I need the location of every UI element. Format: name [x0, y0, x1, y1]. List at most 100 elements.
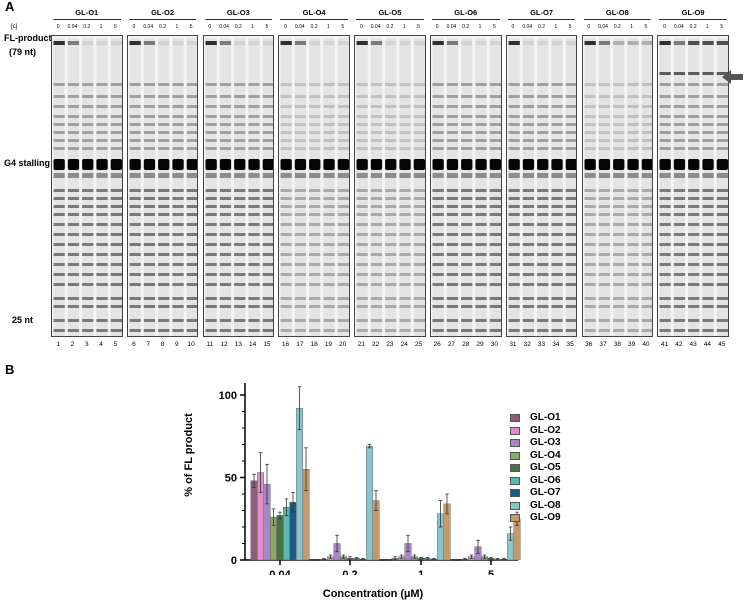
gel-lane-number: 22 [372, 341, 380, 348]
gel-conc-label: 0 [359, 24, 363, 30]
gel-lane-number: 28 [462, 341, 470, 348]
legend-swatch [510, 501, 520, 510]
gel-lane-number: 35 [566, 341, 574, 348]
y-tick-label: 100 [219, 390, 237, 402]
panel-b-letter: B [5, 362, 15, 377]
conc-key-label: [c] [11, 24, 18, 30]
gel-conc-label: 1 [251, 24, 255, 30]
gel-conc-label: 0.04 [294, 24, 305, 30]
gel-lane-number: 27 [447, 341, 456, 348]
gel-lane-number: 29 [476, 341, 484, 348]
gel-lane-number: 25 [414, 341, 423, 348]
gel-group-underline [432, 19, 500, 20]
gel-conc-label: 0 [208, 24, 212, 30]
legend-swatch [510, 476, 520, 485]
bar [250, 480, 258, 561]
gel-lane-number: 12 [220, 341, 228, 348]
gel-lane-number: 16 [281, 341, 290, 348]
gel-conc-label: 0.2 [613, 24, 621, 30]
gel-conc-label: 5 [265, 24, 269, 30]
gel-group-underline [583, 19, 652, 20]
gel-lane-number: 6 [132, 341, 136, 348]
legend-label: GL-O9 [530, 512, 561, 523]
y-axis-label: % of FL product [183, 413, 195, 497]
gel-conc-label: 1 [175, 24, 179, 30]
bar-chart: 0 50 100 0.04 0.2 1 5 [219, 383, 521, 575]
gel-conc-label: 0 [284, 24, 287, 30]
gel-group-title: GL-O9 [681, 8, 705, 17]
gel-group-title: GL-O8 [605, 8, 629, 17]
gel-conc-label: 0.2 [689, 24, 697, 30]
gel-lane-number: 26 [433, 341, 441, 348]
legend-label: GL-O1 [530, 412, 561, 423]
gel-lane-number: 23 [386, 341, 394, 348]
legend-swatch [510, 514, 520, 522]
legend-swatch [510, 426, 520, 435]
gel-group-title: GL-O5 [378, 8, 402, 17]
gel-conc-label: 5 [113, 24, 117, 30]
x-tick-label: 5 [488, 569, 494, 575]
bar [366, 445, 373, 561]
gel-image [202, 35, 275, 337]
gel-conc-label: 0.04 [219, 24, 229, 30]
gel-lane-number: 18 [310, 341, 318, 348]
gel-image [51, 35, 123, 337]
gel-image [505, 35, 578, 337]
gel-lane-number: 31 [509, 341, 517, 348]
y-tick-label: 0 [231, 555, 237, 567]
gel-conc-label: 0.2 [159, 24, 167, 30]
fl-nt-label: (79 nt) [9, 47, 36, 57]
gel-conc-label: 5 [417, 24, 420, 30]
gel-lane-number: 13 [234, 341, 242, 348]
gel-lane-number: 21 [357, 341, 365, 348]
gel-lane-number: 8 [160, 341, 165, 348]
gel-group-underline [507, 19, 576, 20]
gel-lane-number: 4 [99, 341, 103, 348]
gel-conc-label: 0.2 [386, 24, 394, 30]
gel-conc-label: 0.2 [83, 24, 91, 30]
gel-lane-number: 37 [599, 341, 607, 348]
gel-lane-number: 40 [642, 341, 650, 348]
gel-lane-number: 15 [263, 341, 271, 348]
gel-lane-number: 34 [552, 341, 560, 348]
gel-conc-label: 1 [554, 24, 558, 30]
gel-conc-label: 0.2 [462, 24, 470, 30]
legend-label: GL-O7 [530, 487, 561, 498]
gel-lane-number: 20 [339, 341, 347, 348]
gel-conc-label: 0.2 [310, 24, 318, 30]
gel-conc-label: 0 [56, 24, 60, 30]
gel-lane-number: 5 [113, 341, 118, 348]
gel-conc-label: 0.04 [143, 24, 154, 30]
gel-image [126, 35, 199, 337]
gel-conc-label: 5 [341, 24, 345, 30]
gel-image [278, 35, 350, 337]
gel-group-underline [204, 19, 273, 20]
legend-swatch [510, 451, 520, 460]
gel-group-title: GL-O1 [75, 8, 99, 17]
gel-group-underline [659, 19, 727, 20]
nt25-label: 25 nt [12, 315, 34, 325]
gel-conc-label: 1 [706, 24, 709, 30]
gel-conc-label: 0.04 [67, 24, 78, 30]
legend-swatch [510, 489, 520, 497]
gel-group-underline [280, 19, 348, 20]
legend-label: GL-O3 [530, 437, 561, 448]
gel-lane-number: 30 [490, 341, 498, 348]
gel-image [657, 35, 729, 337]
panel-a-letter: A [5, 0, 15, 14]
gel-lane-number: 38 [613, 341, 621, 348]
gel-lane-number: 44 [703, 341, 712, 348]
gel-conc-label: 1 [630, 24, 634, 30]
bar [276, 515, 284, 561]
gel-group-underline [356, 19, 424, 20]
gel-image [354, 35, 426, 337]
legend-swatch [510, 439, 520, 447]
gel-lane-number: 43 [689, 341, 697, 348]
gel-conc-label: 1 [327, 24, 330, 30]
fl-product-label: FL-product [4, 33, 52, 43]
gel-conc-label: 0 [663, 24, 666, 30]
gel-lane-number: 11 [206, 341, 214, 348]
legend-label: GL-O6 [530, 474, 561, 486]
gel-lane-number: 39 [628, 341, 636, 348]
gel-conc-label: 0 [132, 24, 136, 30]
